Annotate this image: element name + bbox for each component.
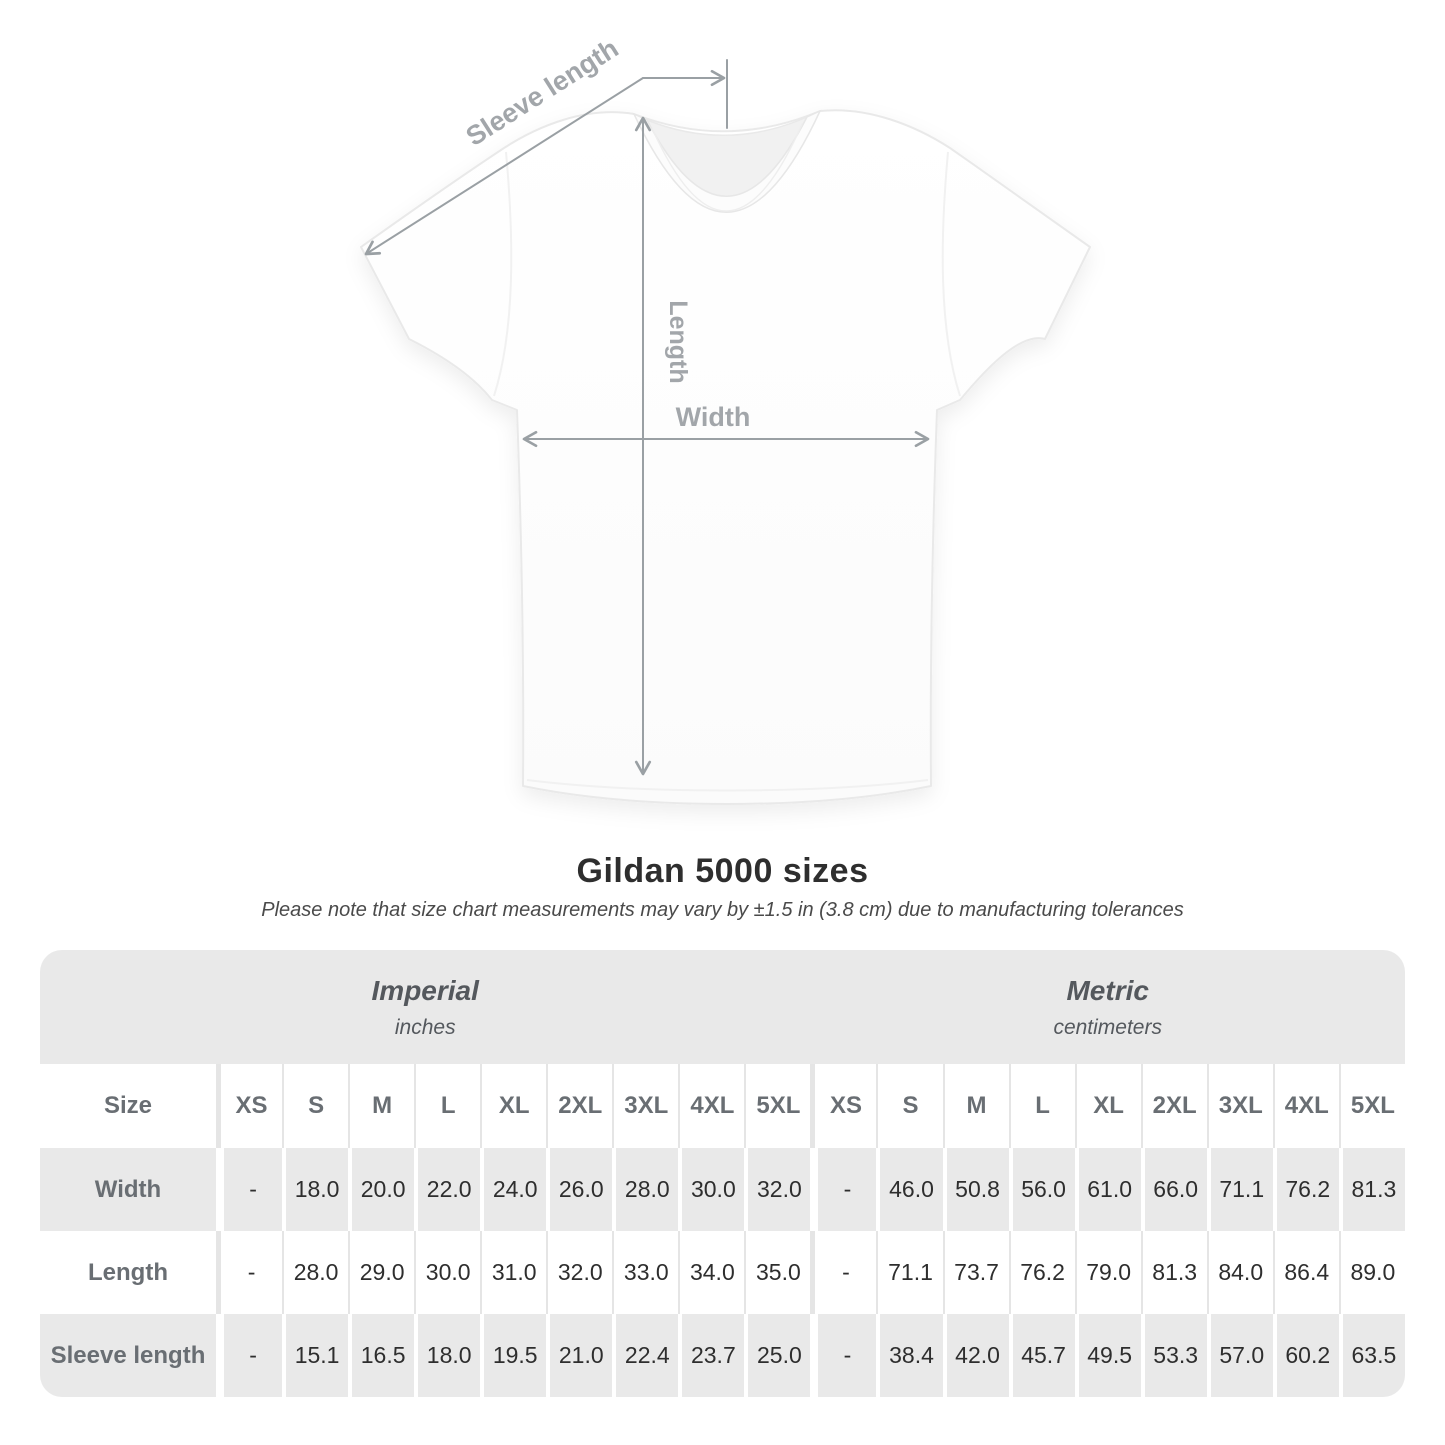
table-cell: 60.2 xyxy=(1272,1314,1339,1397)
row-label: Width xyxy=(40,1148,216,1231)
table-cell: 22.0 xyxy=(414,1148,481,1231)
size-col-header: XL xyxy=(1074,1064,1141,1148)
table-cell: 46.0 xyxy=(876,1148,943,1231)
size-col-header: XS xyxy=(810,1064,877,1148)
table-cell: 56.0 xyxy=(1008,1148,1075,1231)
sleeve-length-row: Sleeve length - 15.1 16.5 18.0 19.5 21.0… xyxy=(40,1314,1405,1397)
table-cell: 35.0 xyxy=(744,1231,811,1314)
table-cell: 86.4 xyxy=(1272,1231,1339,1314)
table-cell: 53.3 xyxy=(1140,1314,1207,1397)
metric-sublabel: centimeters xyxy=(1053,1015,1162,1039)
table-cell: 18.0 xyxy=(282,1148,349,1231)
table-cell: 29.0 xyxy=(348,1231,415,1314)
table-cell: 63.5 xyxy=(1338,1314,1405,1397)
length-row: Length - 28.0 29.0 30.0 31.0 32.0 33.0 3… xyxy=(40,1231,1405,1314)
table-cell: 38.4 xyxy=(876,1314,943,1397)
table-cell: 71.1 xyxy=(876,1231,943,1314)
table-cell: 33.0 xyxy=(612,1231,679,1314)
size-col-header: XL xyxy=(480,1064,547,1148)
size-col-header: M xyxy=(348,1064,415,1148)
table-cell: - xyxy=(216,1231,283,1314)
table-cell: 61.0 xyxy=(1074,1148,1141,1231)
table-cell: 23.7 xyxy=(678,1314,745,1397)
size-col-header: 3XL xyxy=(1206,1064,1273,1148)
tshirt-size-diagram: Sleeve length Length Width xyxy=(360,33,1091,805)
table-cell: 89.0 xyxy=(1338,1231,1405,1314)
row-label: Length xyxy=(40,1231,216,1314)
table-cell: 20.0 xyxy=(348,1148,415,1231)
width-row: Width - 18.0 20.0 22.0 24.0 26.0 28.0 30… xyxy=(40,1148,1405,1231)
table-cell: 71.1 xyxy=(1206,1148,1273,1231)
table-cell: 32.0 xyxy=(546,1231,613,1314)
size-col-header: 3XL xyxy=(612,1064,679,1148)
sleeve-length-arrow xyxy=(364,59,728,256)
table-cell: 50.8 xyxy=(942,1148,1009,1231)
table-cell: 18.0 xyxy=(414,1314,481,1397)
table-cell: 34.0 xyxy=(678,1231,745,1314)
metric-label: Metric xyxy=(1066,974,1149,1006)
table-cell: 30.0 xyxy=(414,1231,481,1314)
table-cell: 42.0 xyxy=(942,1314,1009,1397)
table-cell: 31.0 xyxy=(480,1231,547,1314)
size-col-header: XS xyxy=(216,1064,283,1148)
page-title: Gildan 5000 sizes xyxy=(576,852,869,890)
table-cell: - xyxy=(216,1314,283,1397)
size-col-header: 4XL xyxy=(1272,1064,1339,1148)
imperial-label: Imperial xyxy=(371,974,479,1006)
table-cell: 21.0 xyxy=(546,1314,613,1397)
table-cell: 28.0 xyxy=(612,1148,679,1231)
imperial-group-header: Imperial inches xyxy=(40,950,811,1064)
size-chart-table: Imperial inches Metric centimeters Size … xyxy=(40,950,1405,1397)
size-col-header: S xyxy=(876,1064,943,1148)
size-header-row: Size XS S M L XL 2XL 3XL 4XL 5XL XS S M … xyxy=(40,1064,1405,1148)
table-cell: - xyxy=(216,1148,283,1231)
size-col-header: 4XL xyxy=(678,1064,745,1148)
page-subtitle: Please note that size chart measurements… xyxy=(261,899,1184,921)
size-header-label: Size xyxy=(40,1064,216,1148)
table-cell: 73.7 xyxy=(942,1231,1009,1314)
table-cell: - xyxy=(810,1231,877,1314)
table-cell: - xyxy=(810,1148,877,1231)
table-cell: 15.1 xyxy=(282,1314,349,1397)
size-col-header: L xyxy=(1008,1064,1075,1148)
table-cell: 16.5 xyxy=(348,1314,415,1397)
table-cell: 22.4 xyxy=(612,1314,679,1397)
table-cell: 26.0 xyxy=(546,1148,613,1231)
table-cell: 32.0 xyxy=(744,1148,811,1231)
tshirt-illustration xyxy=(360,109,1091,805)
size-col-header: S xyxy=(282,1064,349,1148)
imperial-sublabel: inches xyxy=(394,1015,456,1039)
size-col-header: 5XL xyxy=(1338,1064,1405,1148)
unit-group-row: Imperial inches Metric centimeters xyxy=(40,950,1405,1064)
table-cell: 79.0 xyxy=(1074,1231,1141,1314)
size-col-header: 5XL xyxy=(744,1064,811,1148)
size-col-header: L xyxy=(414,1064,481,1148)
width-label: Width xyxy=(676,402,751,432)
table-cell: - xyxy=(810,1314,877,1397)
size-col-header: 2XL xyxy=(1140,1064,1207,1148)
length-label: Length xyxy=(664,300,692,383)
table-cell: 84.0 xyxy=(1206,1231,1273,1314)
size-col-header: 2XL xyxy=(546,1064,613,1148)
table-cell: 25.0 xyxy=(744,1314,811,1397)
table-cell: 30.0 xyxy=(678,1148,745,1231)
table-cell: 81.3 xyxy=(1140,1231,1207,1314)
table-cell: 24.0 xyxy=(480,1148,547,1231)
row-label: Sleeve length xyxy=(40,1314,216,1397)
table-cell: 66.0 xyxy=(1140,1148,1207,1231)
table-cell: 57.0 xyxy=(1206,1314,1273,1397)
table-cell: 76.2 xyxy=(1008,1231,1075,1314)
table-cell: 49.5 xyxy=(1074,1314,1141,1397)
size-col-header: M xyxy=(942,1064,1009,1148)
metric-group-header: Metric centimeters xyxy=(810,950,1405,1064)
table-cell: 76.2 xyxy=(1272,1148,1339,1231)
table-cell: 19.5 xyxy=(480,1314,547,1397)
table-cell: 81.3 xyxy=(1338,1148,1405,1231)
table-cell: 45.7 xyxy=(1008,1314,1075,1397)
table-cell: 28.0 xyxy=(282,1231,349,1314)
dimension-arrows xyxy=(364,59,930,776)
